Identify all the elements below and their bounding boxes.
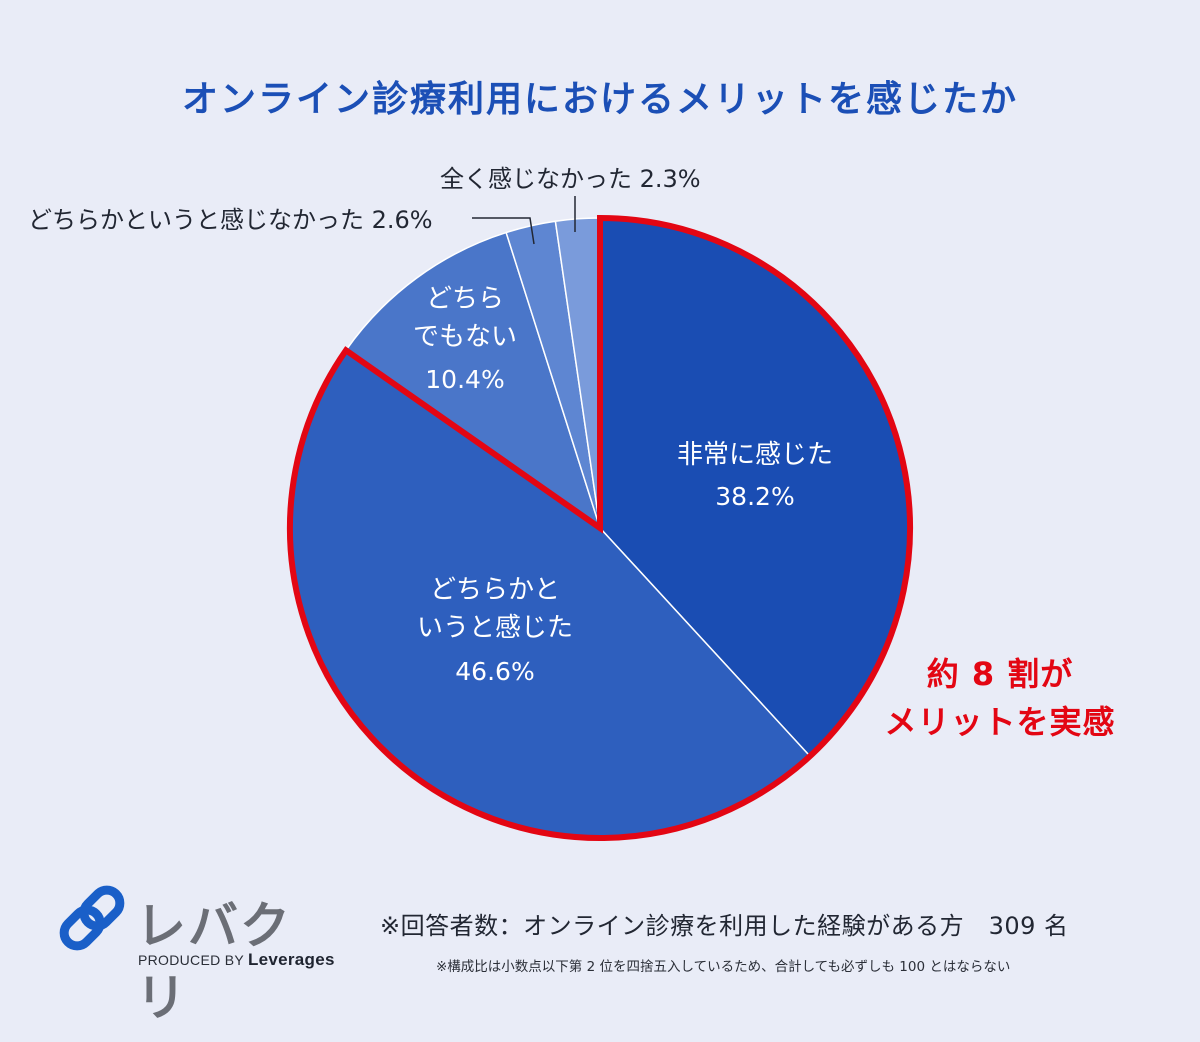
chart-title: オンライン診療利用におけるメリットを感じたか bbox=[181, 79, 1018, 120]
slice-value-neutral: 10.4% bbox=[425, 365, 504, 394]
highlight-callout: 約 8 割が メリットを実感 bbox=[850, 650, 1150, 746]
slice-label-very: 非常に感じた bbox=[677, 440, 833, 470]
slice-label-not-at-all: 全く感じなかった 2.3% bbox=[440, 165, 701, 193]
slice-label-somewhat: どちらかと bbox=[430, 575, 560, 605]
slice-label-somewhat: いうと感じた bbox=[417, 613, 573, 643]
produced-by-label: PRODUCED BY bbox=[138, 952, 244, 968]
highlight-line-1: 約 8 割が bbox=[926, 655, 1074, 693]
slice-label-somewhat-not: どちらかというと感じなかった 2.6% bbox=[28, 206, 433, 234]
pie-slice-neutral bbox=[344, 231, 602, 530]
rounding-footnote: ※構成比は小数点以下第 2 位を四捨五入しているため、合計しても必ずしも 100… bbox=[436, 959, 1011, 975]
logo-name: レバクリ bbox=[136, 897, 292, 1027]
slice-value-somewhat: 46.6% bbox=[455, 657, 534, 686]
link-icon bbox=[59, 885, 125, 951]
respondent-note: ※回答者数：オンライン診療を利用した経験がある方 309 名 bbox=[380, 912, 1069, 940]
leader-line-somewhat-not bbox=[472, 217, 535, 245]
brand-name: Leverages bbox=[247, 950, 335, 969]
slice-label-neutral: でもない bbox=[413, 322, 517, 352]
slice-value-very: 38.2% bbox=[715, 482, 794, 511]
positive-highlight-outline bbox=[287, 214, 913, 841]
produced-by: PRODUCED BY Leverages bbox=[138, 950, 335, 970]
slice-label-neutral: どちら bbox=[426, 284, 504, 314]
highlight-line-2: メリットを実感 bbox=[884, 703, 1116, 741]
logo: レバクリ PRODUCED BY Leverages bbox=[52, 878, 342, 1027]
